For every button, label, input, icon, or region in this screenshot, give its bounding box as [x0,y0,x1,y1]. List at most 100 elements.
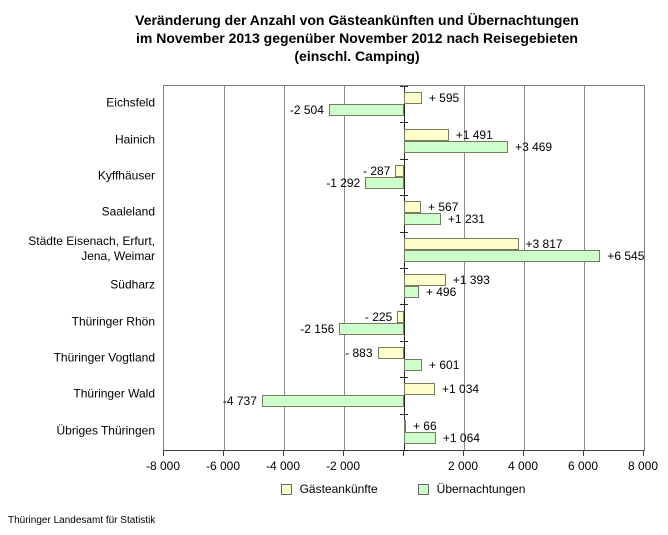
category-label: Thüringer Vogtland [53,350,155,365]
chart-title-line3: (einschl. Camping) [294,48,420,64]
x-axis-label: 6 000 [567,459,599,473]
chart-title-line1: Veränderung der Anzahl von Gästeankünfte… [135,12,579,28]
bar [404,383,436,396]
bar-value-label: - 287 [363,164,391,178]
category-label: Kyffhäuser [97,168,155,183]
bar [404,249,601,262]
bar [404,237,519,250]
bar-value-label: + 595 [428,91,460,106]
bar [404,213,441,226]
bar-value-label: +1 064 [442,430,480,445]
category-tick [400,450,408,451]
x-axis-ticks [163,450,644,456]
source-attribution: Thüringer Landesamt für Statistik [8,515,156,526]
bar [397,310,404,323]
bar-value-label: + 567 [428,200,459,215]
bar-value-label: +3 817 [525,236,563,251]
category-label: Städte Eisenach, Erfurt, Jena, Weimar [28,233,155,263]
gridline [224,86,225,450]
bar-value-label: -2 156 [300,321,335,336]
x-axis-tick [223,450,224,456]
bar [404,92,422,105]
category-label: Übriges Thüringen [56,423,155,438]
x-axis-tick [403,450,404,456]
bar-value-label: - 883 [345,346,373,360]
bar-value-label: + 66 [412,418,437,433]
x-axis-tick [523,450,524,456]
bar-value-label: -2 504 [289,103,324,118]
chart-legend: Gästeankünfte Übernachtungen [163,482,643,496]
category-tick [400,195,408,196]
category-tick [400,304,408,305]
category-label: Thüringer Rhön [71,314,155,329]
gridline [524,86,525,450]
bar [404,431,436,444]
category-tick [400,341,408,342]
category-tick [400,122,408,123]
x-axis-label: 8 000 [627,459,659,473]
x-axis-tick [343,450,344,456]
uebernachtungen-swatch-icon [417,483,429,495]
gridline [584,86,585,450]
x-axis-tick [283,450,284,456]
bar-value-label: +1 393 [452,273,490,288]
bar [404,419,406,432]
bar-value-label: +1 231 [447,212,485,227]
bar [404,140,509,153]
bar-value-label: +1 491 [455,127,493,142]
chart-title: Veränderung der Anzahl von Gästeankünfte… [46,11,668,65]
bar-value-label: +1 034 [442,382,480,397]
x-axis-tick [583,450,584,456]
plot-area: + 595 -2 504 +1 491 +3 469- 287 -1 292 + 567 +… [163,85,645,451]
category-tick [400,414,408,415]
bar [404,128,449,141]
gridline [464,86,465,450]
gridline [344,86,345,450]
category-tick [400,232,408,233]
bar-value-label: + 496 [425,285,457,300]
bar [328,104,404,117]
bar [395,165,404,177]
x-axis-label: -8 000 [145,459,181,473]
bar-value-label: + 601 [429,358,460,372]
category-label: Thüringer Wald [73,386,155,401]
bar [404,201,421,214]
x-axis-label: 2 000 [447,459,479,473]
x-axis-label: 4 000 [507,459,539,473]
x-axis-tick [463,450,464,456]
bar-value-label: +3 469 [515,139,553,154]
x-axis-label: -4 000 [265,459,301,473]
category-tick [400,268,408,269]
bar-value-label: -4 737 [222,394,257,409]
legend-item-gaesteankuenfte: Gästeankünfte [280,482,378,496]
bar [404,274,446,287]
gridline [284,86,285,450]
category-label: Eichsfeld [106,95,155,110]
bar [365,177,404,189]
x-axis-tick [643,450,644,456]
chart-title-line2: im November 2013 gegenüber November 2012… [136,30,578,46]
x-axis-tick [163,450,164,456]
bar [377,347,404,359]
bar [339,322,404,335]
bar-value-label: -1 292 [326,176,361,190]
bar-value-label: - 225 [364,309,393,324]
x-axis-labels: -8 000 -6 000 -4 000 -2 000 2 000 4 000 6 000 8… [146,459,658,473]
category-tick [400,86,408,87]
legend-item-uebernachtungen: Übernachtungen [417,482,526,496]
legend-label-gaesteankuenfte: Gästeankünfte [299,482,378,496]
category-label: Hainich [114,132,155,147]
category-label: Saaleland [101,204,155,219]
category-label: Südharz [110,277,155,292]
category-axis: Eichsfeld Hainich Kyffhäuser Saaleland Städt… [0,85,155,449]
category-tick [400,377,408,378]
bar [404,359,423,371]
bar [404,286,419,299]
x-axis-label: -6 000 [205,459,241,473]
category-tick [400,159,408,160]
bar-value-label: +6 545 [607,248,645,263]
x-axis-label: -2 000 [325,459,361,473]
gaesteankuenfte-swatch-icon [280,483,292,495]
legend-label-uebernachtungen: Übernachtungen [436,482,526,496]
